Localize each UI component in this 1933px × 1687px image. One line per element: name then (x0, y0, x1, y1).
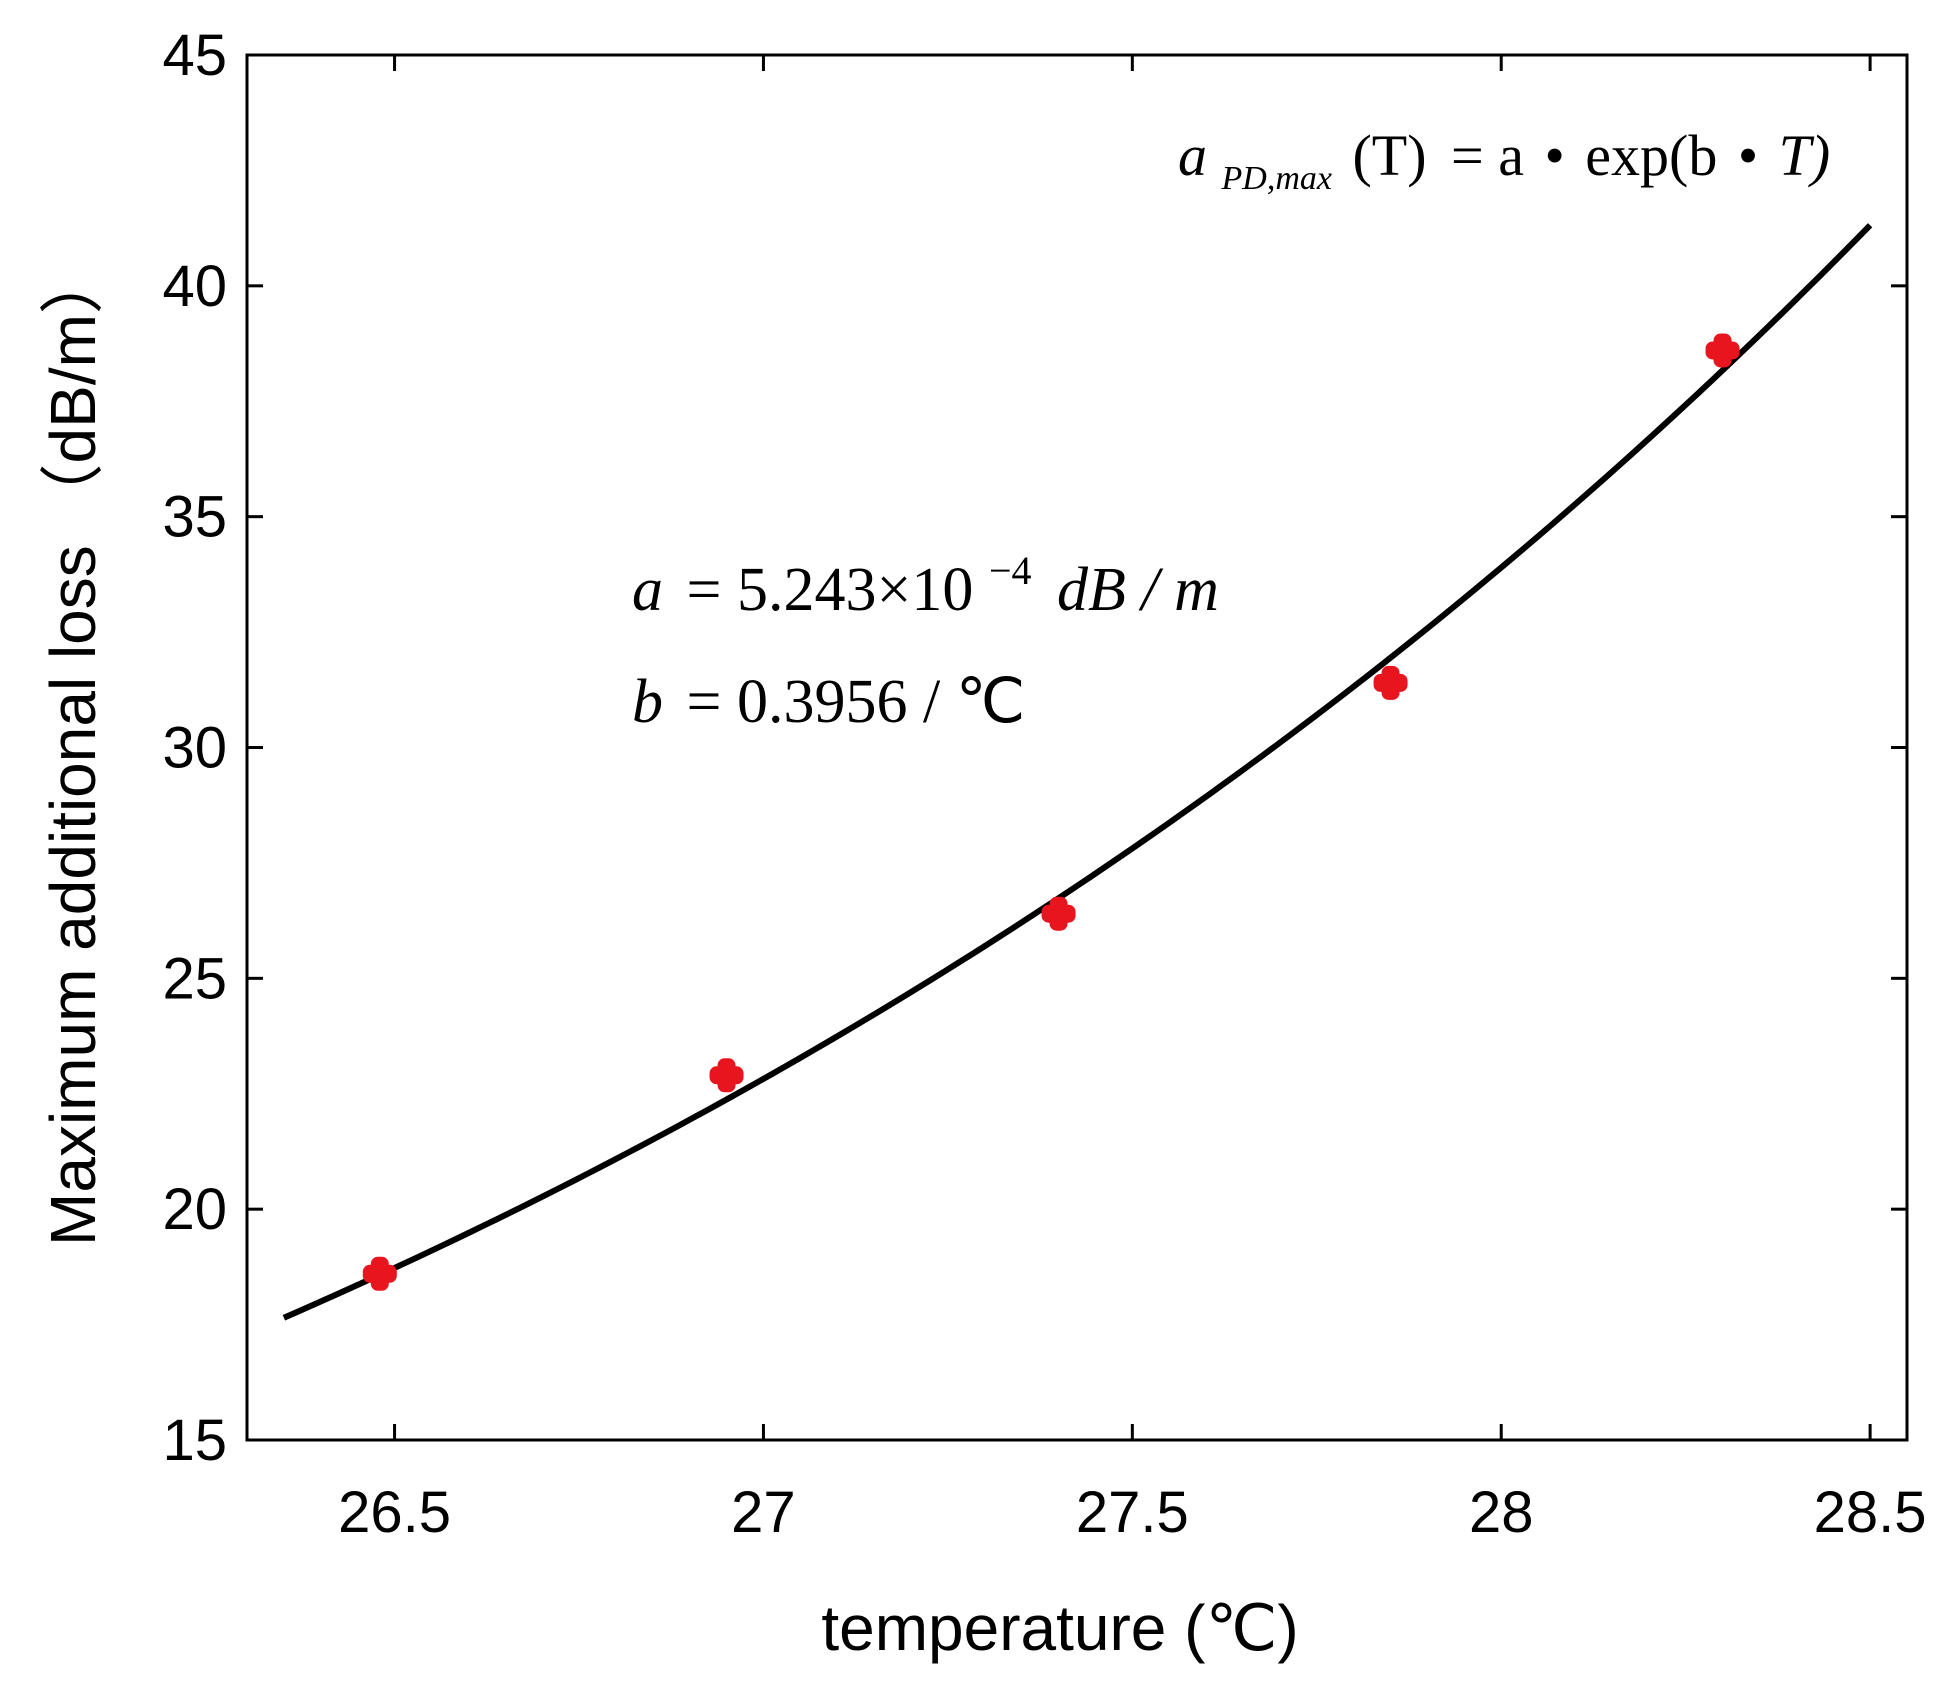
formula-exp: exp(b (1585, 123, 1717, 188)
tick-labels: 26.5 27 27.5 28 28.5 15 20 25 30 35 40 45 (162, 23, 1926, 1545)
data-markers (362, 333, 1740, 1291)
data-point (1373, 665, 1408, 700)
x-tick-label: 27.5 (1076, 1480, 1189, 1545)
plot-frame (245, 53, 1909, 1442)
y-tick-label: 45 (162, 23, 227, 88)
formula-dot-2: • (1738, 123, 1758, 188)
data-point (362, 1256, 397, 1291)
formula-subscript: PD,max (1221, 160, 1332, 197)
formula-rhs-a: = a (1451, 123, 1524, 188)
param-b-lhs: b (632, 668, 663, 736)
y-tick-label: 15 (162, 1408, 227, 1473)
ticks (247, 53, 1907, 1442)
y-tick-label: 25 (162, 946, 227, 1011)
param-a-value: = 5.243×10 (687, 556, 974, 624)
x-axis-label: temperature (℃) (821, 1592, 1298, 1664)
data-point (1705, 333, 1740, 368)
param-b-annotation: b = 0.3956 / ℃ (632, 668, 1025, 736)
formula-lhs: a (1178, 123, 1207, 188)
y-tick-label: 35 (162, 485, 227, 550)
x-tick-label: 28 (1469, 1480, 1534, 1545)
fit-curve (282, 223, 1873, 1321)
data-point (709, 1058, 744, 1093)
y-tick-label: 40 (162, 254, 227, 319)
formula-arg: (T) (1352, 123, 1426, 188)
x-tick-label: 26.5 (338, 1480, 451, 1545)
formula-T: T) (1779, 123, 1831, 188)
data-point (1041, 896, 1076, 931)
formula-annotation: a PD,max (T) = a • exp(b • T) (1178, 123, 1830, 202)
param-a-exponent: −4 (989, 548, 1032, 593)
formula-dot-1: • (1544, 123, 1564, 188)
y-axis-label: Maximum additional loss （dB/m） (37, 250, 109, 1246)
y-tick-label: 20 (162, 1177, 227, 1242)
param-b-value: = 0.3956 / ℃ (687, 668, 1026, 736)
param-a-annotation: a = 5.243×10 −4 dB / m (632, 530, 1219, 624)
param-a-unit: dB / m (1057, 556, 1219, 624)
x-tick-label: 28.5 (1814, 1480, 1927, 1545)
y-tick-label: 30 (162, 716, 227, 781)
x-tick-label: 27 (731, 1480, 796, 1545)
param-a-lhs: a (632, 556, 663, 624)
